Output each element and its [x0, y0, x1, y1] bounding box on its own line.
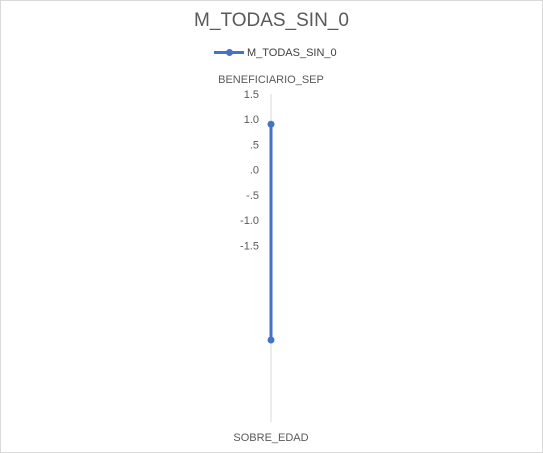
legend-marker	[214, 47, 244, 59]
category-label-top: BENEFICIARIO_SEP	[218, 74, 324, 86]
tick-label: -1.5	[240, 240, 259, 252]
data-point	[267, 120, 275, 128]
tick-label: .0	[250, 165, 259, 177]
tick-label: 1.0	[244, 114, 259, 126]
category-label-bottom: SOBRE_EDAD	[233, 432, 309, 444]
tick-label: 1.5	[244, 89, 259, 101]
legend-label: M_TODAS_SIN_0	[247, 47, 337, 59]
legend-dot	[226, 49, 233, 56]
tick-label: -1.0	[240, 215, 259, 227]
legend: M_TODAS_SIN_0	[214, 44, 337, 62]
tick-label: .5	[250, 139, 259, 151]
data-point	[267, 336, 275, 344]
tick-label: -.5	[246, 190, 259, 202]
chart-title: M_TODAS_SIN_0	[194, 10, 349, 31]
